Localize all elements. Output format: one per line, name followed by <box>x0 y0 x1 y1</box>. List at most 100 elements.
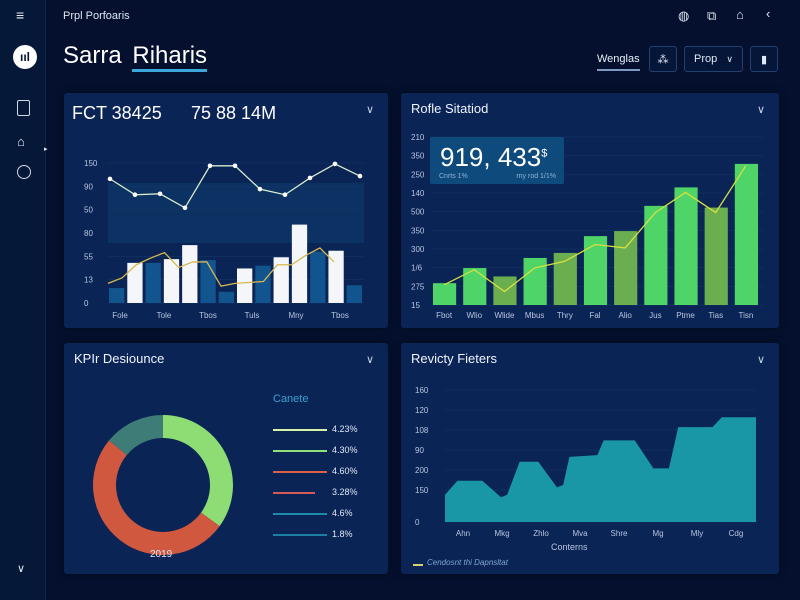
bar <box>614 231 638 305</box>
y-tick-label: 350 <box>411 152 425 161</box>
series-line-2 <box>107 247 335 287</box>
x-tick-label: Fole <box>112 311 128 320</box>
bar <box>523 257 547 305</box>
y-tick-label: 150 <box>415 486 429 495</box>
select-value: Prop <box>694 53 718 65</box>
globe-icon[interactable]: ◍ <box>678 8 690 23</box>
x-tick-label: Shre <box>611 529 628 538</box>
clipboard-icon[interactable] <box>17 100 30 116</box>
tab-wenglas[interactable]: Wenglas <box>597 53 640 71</box>
y-tick-label: 160 <box>415 386 429 395</box>
legend-value: 4.23% <box>332 424 358 434</box>
data-point <box>157 191 163 197</box>
x-tick-label: Tias <box>708 311 723 320</box>
x-tick-label: Ahn <box>456 529 470 538</box>
bag-button[interactable]: ▮ <box>750 46 778 72</box>
home-icon[interactable]: ⌂ <box>736 7 744 22</box>
y-tick-label: 150 <box>84 159 98 168</box>
panel-kpi: KPIr Desiounce ∨ Canete 4.23% 4.30% 4.60% 3… <box>64 343 388 574</box>
bar <box>310 251 326 303</box>
legend-value: 3.28% <box>332 487 358 497</box>
donut-chart <box>93 415 233 555</box>
x-tick-label: Alio <box>619 311 633 320</box>
share-icon[interactable]: ⧉ <box>707 8 717 23</box>
x-tick-label: Mg <box>652 529 663 538</box>
shield-icon[interactable] <box>17 165 31 179</box>
camera-icon[interactable]: ⌂ <box>17 134 25 149</box>
y-tick-label: 15 <box>411 301 420 310</box>
x-tick-label: Fal <box>589 311 600 320</box>
panel-title: FCT 38425 <box>72 103 162 123</box>
x-tick-label: Tisn <box>738 311 753 320</box>
band-area <box>108 183 364 243</box>
x-tick-label: Tbos <box>199 311 217 320</box>
prop-select[interactable]: Prop ∨ <box>684 46 743 72</box>
kpi-right: rny rod 1/1% <box>516 173 556 180</box>
bar <box>127 262 143 303</box>
legend-swatch <box>413 564 423 566</box>
expand-arrow-icon[interactable]: ▸ <box>44 146 48 153</box>
kpi-left: Cnrts 1% <box>439 173 468 180</box>
x-tick-label: Fbot <box>436 311 453 320</box>
cluster-button[interactable]: ⁂ <box>649 46 677 72</box>
legend-value: 4.60% <box>332 466 358 476</box>
close-icon[interactable]: ‹ <box>766 6 771 21</box>
y-tick-label: 250 <box>411 170 425 179</box>
logo-chart-icon[interactable]: ııl <box>13 45 37 69</box>
y-tick-label: 13 <box>84 276 93 285</box>
bar <box>583 236 608 305</box>
bar <box>734 163 758 305</box>
chevron-down-icon[interactable]: ∨ <box>366 354 375 366</box>
chevron-down-icon[interactable]: ∨ <box>757 354 766 366</box>
legend-value: 4.6% <box>332 508 353 518</box>
kpi-number: 919, 433 <box>440 142 542 172</box>
y-tick-label: 90 <box>84 182 93 191</box>
data-point <box>207 163 213 169</box>
data-point <box>257 186 263 192</box>
year-label: 2019 <box>150 549 173 560</box>
chevron-down-icon[interactable]: ∨ <box>17 563 26 575</box>
legend-swatch <box>273 450 327 452</box>
data-point <box>232 163 238 169</box>
y-tick-label: 0 <box>415 518 420 527</box>
y-tick-label: 350 <box>411 226 425 235</box>
y-tick-label: 500 <box>411 208 425 217</box>
kpi-unit: $ <box>541 147 548 160</box>
chevron-down-icon[interactable]: ∨ <box>366 104 375 116</box>
bar <box>273 257 289 303</box>
sidebar: ≡ ııl ⌂ ▸ ∨ <box>0 0 48 600</box>
bar <box>644 205 668 305</box>
panel-value: 75 88 14M <box>191 103 277 123</box>
y-tick-label: 50 <box>84 206 93 215</box>
app-subtitle: Prpl Porfoaris <box>63 10 130 22</box>
y-tick-label: 55 <box>84 252 93 261</box>
y-tick-label: 108 <box>415 426 429 435</box>
y-tick-label: 300 <box>411 245 425 254</box>
area-chart: 160 120 108 90 200 150 0 Ahn Mkg Zhlo Mva Shre Mg Mly… <box>415 386 756 538</box>
legend-title: Canete <box>273 393 309 405</box>
bar <box>255 265 271 303</box>
x-tick-label: Thry <box>557 311 573 320</box>
bar <box>218 291 234 303</box>
x-tick-label: Zhlo <box>533 529 549 538</box>
title-second: Riharis <box>132 42 208 72</box>
bar <box>163 259 180 303</box>
bar <box>200 260 216 303</box>
chevron-down-icon[interactable]: ∨ <box>757 104 766 116</box>
y-tick-label: 1/6 <box>411 264 423 273</box>
panel-fct: FCT 38425 75 88 14M ∨ 150 90 50 80 55 13 0 Fole… <box>64 93 388 328</box>
y-tick-label: 0 <box>84 299 89 308</box>
bar <box>463 268 487 305</box>
bar <box>553 252 577 305</box>
data-point <box>282 192 288 198</box>
y-tick-label: 275 <box>411 282 425 291</box>
x-axis-label: Conterns <box>551 542 588 552</box>
legend-swatch <box>273 471 327 473</box>
data-point <box>182 205 188 211</box>
legend-swatch <box>273 534 327 536</box>
bar <box>433 283 457 305</box>
menu-icon[interactable]: ≡ <box>16 7 25 23</box>
bar <box>674 187 698 305</box>
bar-chart: 210 350 250 140 500 350 300 1/6 275 15 Fbot Wlio Wli… <box>411 133 763 320</box>
legend-swatch <box>273 429 327 431</box>
